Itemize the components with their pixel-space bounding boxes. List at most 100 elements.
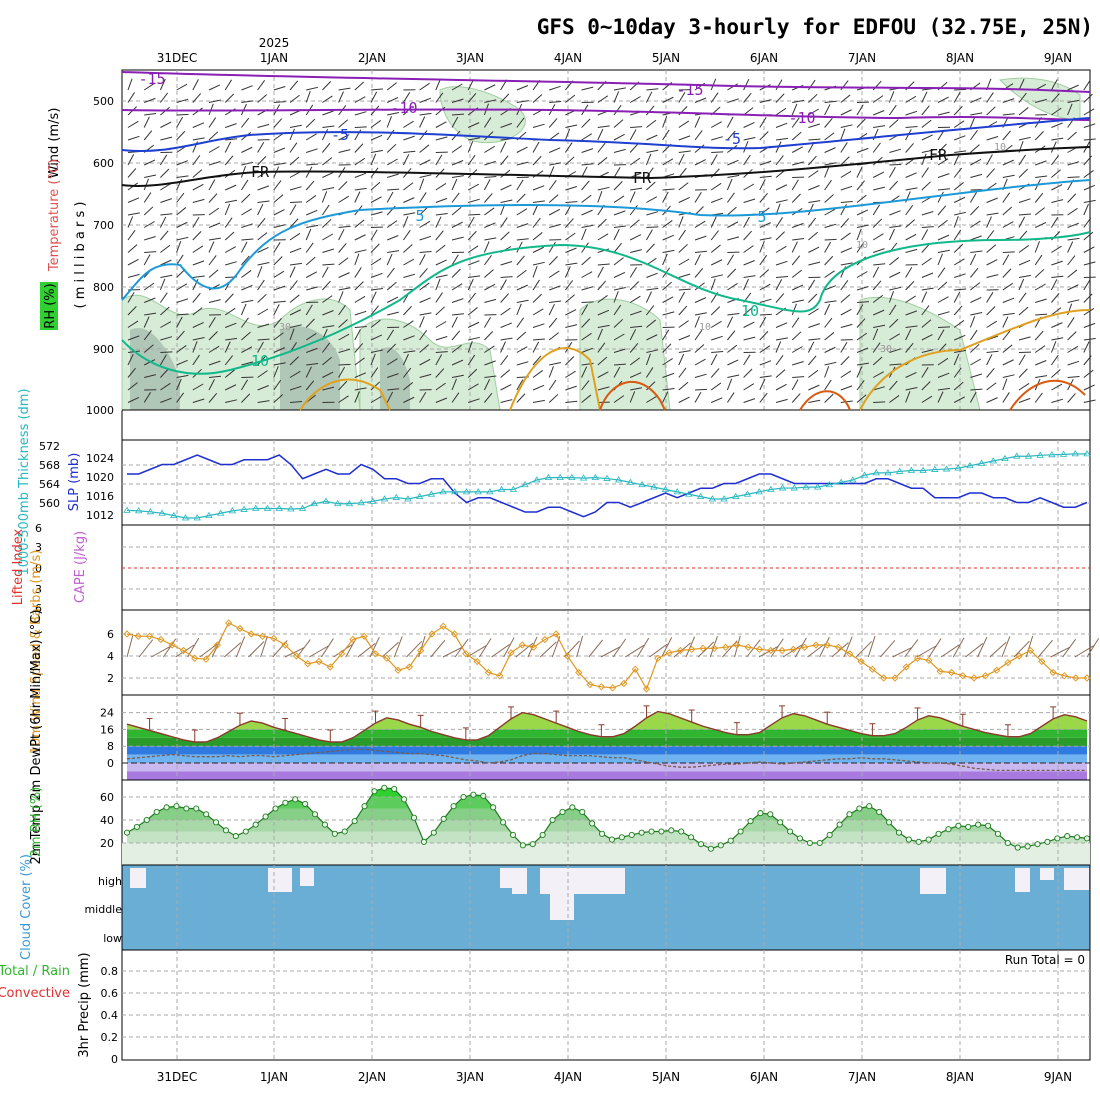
rh-marker — [806, 839, 813, 847]
wind-barb — [305, 91, 311, 103]
wind-barb — [727, 221, 739, 228]
wind-speed-marker — [552, 630, 560, 638]
wind-barb — [937, 96, 949, 103]
y-tick-label: 6 — [35, 522, 42, 535]
wind-barb — [257, 266, 263, 278]
wind-barb — [775, 93, 785, 103]
wind-barb — [727, 130, 736, 141]
wind-barb — [824, 166, 830, 178]
wind-barb — [160, 213, 173, 216]
wind-speed-marker — [778, 646, 786, 655]
wind-barb — [532, 338, 545, 341]
wind-barb — [176, 83, 188, 91]
wind-barb — [483, 179, 491, 191]
wind-barb — [241, 299, 254, 303]
wind-barb — [309, 645, 329, 658]
wind-barb — [1083, 308, 1095, 316]
wind-barb — [581, 318, 591, 328]
wind-barb — [937, 191, 944, 203]
wind-barb — [1002, 113, 1015, 116]
wind-barb — [726, 116, 734, 128]
wind-barb — [1018, 198, 1031, 203]
wind-10m-panel: 642 10m Wind Speed & Barbs (m/s) — [29, 550, 1100, 754]
wind-barb — [306, 209, 318, 216]
thickness-marker — [392, 493, 400, 500]
wind-barb — [921, 243, 931, 253]
wind-barb — [176, 359, 188, 366]
wind-barb — [1083, 93, 1093, 103]
wind-barb — [636, 637, 650, 658]
thickness-marker — [439, 488, 447, 495]
wind-barb — [516, 331, 527, 341]
wind-barb — [208, 146, 220, 153]
wind-barb — [613, 395, 625, 403]
wind-barb — [581, 304, 589, 316]
wind-barb — [354, 234, 366, 241]
wind-barb — [645, 229, 653, 241]
wind-barb — [548, 366, 554, 378]
wind-barb — [1083, 231, 1094, 241]
wind-barb — [273, 285, 286, 291]
thickness-marker — [720, 495, 728, 502]
wind-barb — [792, 238, 805, 241]
wind-barb — [662, 220, 673, 228]
wind-barb — [775, 79, 783, 91]
wind-barb — [597, 191, 603, 203]
rh-marker — [589, 820, 596, 827]
wind-barb — [483, 241, 490, 253]
wind-barb — [143, 282, 155, 291]
wind-barb — [370, 353, 376, 366]
wind-barb — [305, 304, 313, 316]
wind-barb — [969, 116, 976, 128]
wind-barb — [419, 192, 427, 203]
wind-barb — [1018, 168, 1028, 178]
thickness-marker — [802, 483, 810, 490]
wind-barb — [678, 273, 691, 278]
wind-barb — [889, 348, 901, 353]
wind-barb — [500, 399, 513, 403]
wind-barb — [597, 95, 609, 103]
wind-speed-marker — [597, 683, 605, 691]
ylabel-lifted-index: Lifted Index — [11, 528, 26, 605]
wind-barb — [565, 385, 577, 391]
wind-barb — [403, 335, 415, 341]
wind-barb — [1018, 292, 1027, 303]
wind-barb — [273, 332, 284, 341]
wind-barb — [500, 355, 509, 366]
wind-barb — [727, 313, 740, 316]
wind-barb — [500, 217, 508, 228]
wind-barb — [451, 98, 464, 103]
ylabel-wind: Wind (m/s) — [47, 108, 62, 179]
rh-marker — [123, 829, 131, 836]
wind-barb — [224, 293, 234, 303]
wind-barb — [484, 145, 495, 153]
wind-barb — [970, 97, 982, 103]
wind-barb — [843, 636, 853, 658]
wind-barb — [419, 220, 431, 228]
wind-barb — [435, 213, 448, 216]
wind-barb — [516, 179, 524, 191]
wind-barb — [484, 160, 496, 166]
wind-barb — [503, 637, 515, 658]
rh-marker — [727, 837, 734, 844]
wind-barb — [289, 128, 295, 141]
wind-barb — [1083, 123, 1096, 128]
wind-barb — [289, 94, 300, 103]
wind-barb — [905, 110, 918, 116]
wind-barb — [403, 244, 413, 253]
cloud-gap — [300, 868, 314, 886]
wind-barb — [1067, 299, 1080, 303]
wind-barb — [1002, 359, 1014, 366]
wind-barb — [775, 199, 788, 203]
wind-barb — [629, 342, 639, 353]
wind-barb — [646, 349, 659, 353]
wind-barb — [419, 297, 431, 303]
wind-barb — [989, 641, 1007, 658]
wind-barb — [1018, 336, 1031, 341]
wind-barb — [370, 120, 382, 128]
wind-barb — [662, 358, 673, 366]
wind-barb — [451, 392, 460, 403]
thickness-marker — [743, 490, 752, 497]
wind-barb — [711, 335, 723, 341]
wind-barb — [516, 161, 529, 166]
